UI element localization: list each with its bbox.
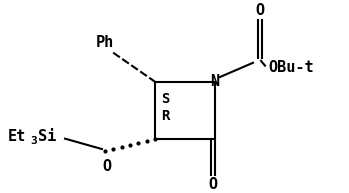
Text: R: R bbox=[161, 109, 169, 123]
Text: S: S bbox=[161, 92, 169, 106]
Text: Et: Et bbox=[8, 129, 26, 144]
Text: Si: Si bbox=[38, 129, 56, 144]
Text: Ph: Ph bbox=[96, 35, 114, 50]
Text: 3: 3 bbox=[30, 136, 37, 146]
Text: N: N bbox=[210, 74, 220, 89]
Text: O: O bbox=[208, 177, 217, 192]
Text: O: O bbox=[103, 159, 112, 174]
Text: O: O bbox=[255, 3, 265, 18]
Text: OBu-t: OBu-t bbox=[268, 60, 314, 75]
